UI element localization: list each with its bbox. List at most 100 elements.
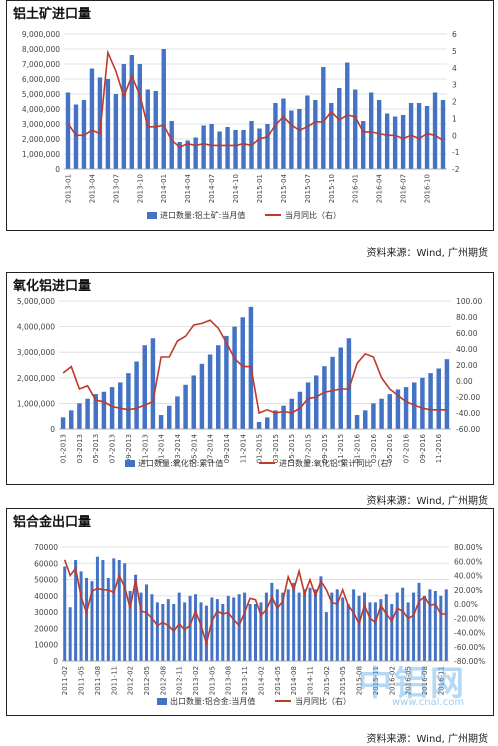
bar (117, 560, 121, 661)
bar (308, 587, 312, 661)
x-tick-label: 11-2016 (435, 433, 443, 463)
bar (194, 594, 198, 661)
bar (139, 592, 143, 661)
x-tick-label: 2014-04 (184, 173, 192, 203)
bar (369, 92, 374, 169)
bar (128, 590, 132, 661)
chart-title-aluminum-alloy: 铝合金出口量 (13, 515, 92, 530)
bar (217, 131, 222, 169)
bar (113, 94, 119, 169)
bar (297, 592, 301, 661)
bar (361, 121, 366, 169)
y-tick-label: 20000 (34, 624, 58, 633)
x-tick-label: 2013-11 (241, 666, 249, 695)
bar (118, 382, 123, 429)
x-tick-label: 03-2016 (370, 433, 378, 463)
bar (368, 602, 372, 661)
legend-label-bar: 进口数量:铝土矿:当月值 (160, 210, 245, 220)
bar (346, 338, 352, 429)
y-tick-label: 1,000,000 (17, 399, 55, 408)
bar (352, 589, 356, 661)
bar (256, 422, 262, 429)
bar (204, 605, 208, 661)
y2-tick-label: 40.00 (456, 345, 478, 354)
bar (63, 566, 67, 661)
bar (305, 382, 311, 429)
x-tick-label: 07-2016 (403, 433, 411, 463)
x-tick-label: 2016-01 (352, 174, 360, 203)
bar (172, 604, 176, 661)
chart-panel-alumina: 氧化铝进口量 0 1,000,000 2,000,000 3,000,000 4,000… (6, 272, 494, 485)
x-tick-label: 2013-05 (208, 666, 216, 695)
y2-tick-label: -40.00 (456, 409, 480, 418)
bar (85, 577, 89, 661)
x-tick-label: 2015-10 (328, 174, 336, 203)
x-tick-label: 07-2015 (305, 434, 313, 463)
bar (376, 100, 382, 169)
x-tick-label: 2016-11 (437, 666, 445, 695)
bar (248, 604, 252, 661)
bar (199, 602, 203, 661)
bar (303, 589, 307, 661)
legend-label-line: 当月同比（右） (285, 210, 341, 220)
bar (379, 398, 384, 429)
y-tick-label: 6,000,000 (22, 75, 60, 84)
y2-tick-label: -20.00% (454, 614, 485, 623)
y2-tick-label: 20.00% (454, 586, 483, 595)
bar (265, 417, 270, 429)
bauxite-import-chart: 0 1,000,000 2,000,000 3,000,000 4,000,000 5,0… (22, 30, 460, 220)
x-tick-label: 2013-08 (225, 666, 233, 695)
source-note-2: 资料来源：Wind, 广州期货 (366, 496, 489, 507)
bar (395, 592, 399, 661)
bar (265, 124, 270, 169)
bar (175, 396, 180, 429)
x-tick-label: 2011-08 (94, 666, 102, 695)
x-tick-label: 03-2015 (272, 434, 280, 463)
bar (101, 560, 105, 661)
x-tick-label: 09-2013 (125, 434, 133, 463)
x-tick-label: 09-2015 (321, 434, 329, 463)
y-tick-label: 70000 (34, 543, 58, 552)
bar (363, 410, 368, 429)
bar (126, 373, 131, 429)
bar (297, 391, 303, 429)
bar (433, 590, 437, 661)
bar (215, 599, 219, 661)
y-tick-label: 8,000,000 (22, 45, 60, 54)
y-tick-label: 4,000,000 (17, 323, 55, 332)
y-tick-label: 2,000,000 (17, 374, 55, 383)
bar (224, 335, 229, 429)
x-tick-label: 07-2014 (207, 433, 215, 463)
bar (191, 375, 196, 429)
y2-tick-label: 6 (452, 30, 457, 39)
bar (412, 592, 416, 661)
bar (233, 130, 238, 169)
bar (329, 103, 334, 169)
bar (161, 49, 166, 169)
bar (406, 602, 410, 661)
bar (357, 595, 361, 661)
bar (85, 398, 90, 429)
bar (121, 64, 127, 169)
x-tick-label: 03-2014 (174, 433, 182, 463)
legend-swatch-bar (157, 698, 167, 705)
bar (169, 121, 174, 169)
x-tick-label: 2014-11 (307, 666, 315, 695)
bar (89, 68, 95, 169)
bar (74, 560, 78, 661)
source-note-1: 资料来源：Wind, 广州期货 (366, 248, 489, 259)
y-tick-label: 9,000,000 (22, 30, 60, 39)
x-tick-label: 05-2016 (386, 433, 394, 463)
bar (177, 142, 182, 169)
y2-tick-label: 0.00 (456, 377, 473, 386)
x-tick-label: 2012-05 (143, 666, 151, 695)
y2-tick-label: -20.00 (456, 393, 480, 402)
bar (207, 354, 213, 429)
bar (185, 140, 190, 169)
x-tick-label: 2013-10 (136, 174, 144, 203)
chart-title-bauxite: 铝土矿进口量 (13, 7, 92, 22)
y-tick-label: 30000 (34, 608, 58, 617)
source-note-3: 资料来源：Wind, 广州期货 (366, 734, 489, 745)
bar (109, 387, 115, 429)
x-tick-label: 2011-05 (78, 666, 86, 695)
